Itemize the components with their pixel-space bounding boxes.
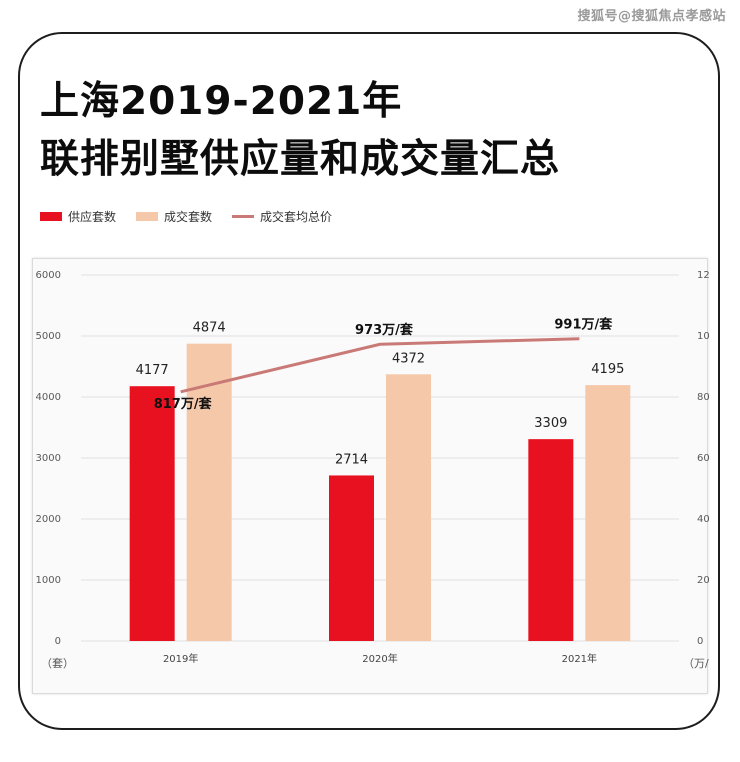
legend-swatch-avg-price <box>232 214 255 218</box>
data-label-deal: 4372 <box>392 351 425 366</box>
bar-deal <box>386 374 431 641</box>
bar-supply <box>528 439 574 641</box>
title-line-2: 联排别墅供应量和成交量汇总 <box>40 137 561 182</box>
legend-item-deal: 成交套数 <box>136 208 212 225</box>
legend-label-supply: 供应套数 <box>68 209 117 224</box>
legend-swatch-deal <box>136 211 159 221</box>
combo-chart: 0 1000 2000 3000 4000 5000 6000 0 200 400 600 800 10… <box>36 270 709 670</box>
y-left-unit: （套） <box>41 657 74 670</box>
legend-item-avg-price: 成交套均总价 <box>232 208 332 225</box>
legend-item-supply: 供应套数 <box>40 208 116 225</box>
data-label-avg-price: 817万/套 <box>154 396 213 412</box>
y-left-tick-label: 3000 <box>36 453 61 464</box>
y-left-tick-label: 1000 <box>36 575 61 586</box>
y-left-tick-label: 6000 <box>36 270 61 281</box>
data-label-avg-price: 991万/套 <box>554 317 613 333</box>
legend-label-deal: 成交套数 <box>164 209 213 224</box>
bar-deal <box>585 385 631 641</box>
y-right-tick-label: 600 <box>697 453 709 464</box>
y-left-tick-label: 2000 <box>36 514 61 525</box>
x-tick-label: 2021年 <box>562 652 597 665</box>
bar-deal <box>186 343 232 641</box>
y-right-tick-label: 400 <box>697 514 709 525</box>
chart-panel: 0 1000 2000 3000 4000 5000 6000 0 200 400 600 800 10… <box>32 258 709 694</box>
legend: 供应套数 成交套数 成交套均总价 <box>40 206 352 226</box>
data-label-supply: 4177 <box>136 363 169 378</box>
line-avg-price <box>180 337 580 394</box>
bar-supply <box>329 475 374 641</box>
x-tick-label: 2019年 <box>163 652 198 665</box>
y-right-tick-label: 200 <box>697 575 709 586</box>
data-label-deal: 4195 <box>591 362 624 377</box>
legend-label-avg-price: 成交套均总价 <box>260 209 333 224</box>
legend-swatch-supply <box>40 211 62 221</box>
y-left-tick-label: 4000 <box>36 392 61 403</box>
y-right-tick-label: 800 <box>697 392 709 403</box>
y-right-unit: （万/套） <box>683 657 709 670</box>
data-label-supply: 2714 <box>335 452 368 467</box>
watermark: 搜狐号@搜狐焦点孝感站 <box>577 9 726 24</box>
x-tick-label: 2020年 <box>362 652 397 665</box>
data-label-supply: 3309 <box>534 416 567 431</box>
title-line-1: 上海2019-2021年 <box>40 79 403 124</box>
y-right-tick-label: 1200 <box>697 270 709 281</box>
bar-supply <box>129 386 175 641</box>
y-right-tick-label: 0 <box>697 636 703 647</box>
data-label-avg-price: 973万/套 <box>355 322 414 338</box>
y-right-tick-label: 1000 <box>697 331 709 342</box>
y-left-tick-label: 0 <box>55 636 61 647</box>
y-left-tick-label: 5000 <box>36 331 61 342</box>
data-label-deal: 4874 <box>193 321 226 336</box>
